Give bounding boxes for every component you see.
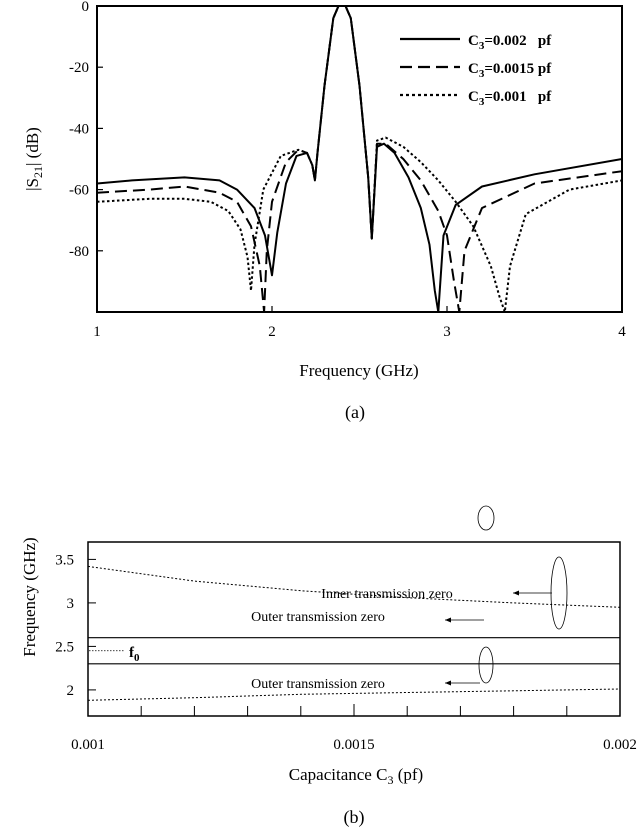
series-line-3 [97,6,622,312]
x-tick-label: 0.0015 [333,737,374,753]
chart-b-y-axis-label: Frequency (GHz) [20,537,39,656]
x-tick-label: 4 [618,324,626,340]
y-tick-label: 2 [67,683,75,699]
chart-b-series [88,565,620,701]
y-tick-label: 0 [82,0,90,15]
chart-a-x-axis-label: Frequency (GHz) [299,361,418,380]
annotation-inner: Inner transmission zero [321,556,568,630]
annotation-f0: f0 [89,645,140,664]
chart-a-legend: C3=0.002 pf C3=0.0015 pf C3=0.001 pf [400,33,552,108]
annotation-outer-upper: Outer transmission zero [251,505,495,625]
chart-b-x-axis-label: Capacitance C3 (pf) [289,765,423,787]
series-line-1 [97,6,622,312]
x-tick-label: 1 [93,324,101,340]
svg-text:Outer transmission zero: Outer transmission zero [251,610,385,625]
zero-line-1 [88,565,620,608]
chart-b: 3.5 3 2.5 2 0.001 0.0015 0.002 Outer transmis… [20,505,637,828]
annotation-outer-lower: Outer transmission zero [251,646,494,692]
series-line-2 [97,6,622,312]
svg-text:Inner transmission zero: Inner transmission zero [321,587,452,602]
chart-b-y-ticks: 3.5 3 2.5 2 [55,552,96,699]
chart-a-x-ticks: 1 2 3 4 [93,306,626,340]
y-tick-label: 3.5 [55,552,74,568]
chart-a-y-ticks: 0 -20 -40 -60 -80 [69,0,103,260]
legend-entry-1: C3=0.002 pf [400,33,552,52]
y-tick-label: 2.5 [55,639,74,655]
svg-text:Outer transmission zero: Outer transmission zero [251,677,385,692]
svg-text:C3=0.0015 pf: C3=0.0015 pf [468,61,552,80]
y-tick-label: -60 [69,183,89,199]
svg-text:f0: f0 [129,645,140,664]
chart-a-series [97,6,622,312]
y-tick-label: -80 [69,244,89,260]
legend-entry-3: C3=0.001 pf [400,89,552,108]
x-tick-label: 0.001 [71,737,105,753]
chart-a-frame [96,5,623,313]
chart-b-caption: (b) [344,807,365,828]
chart-a-caption: (a) [345,402,365,423]
y-tick-label: -20 [69,60,89,76]
svg-text:C3=0.002 pf: C3=0.002 pf [468,33,552,52]
y-tick-label: -40 [69,121,89,137]
svg-text:C3=0.001 pf: C3=0.001 pf [468,89,552,108]
chart-b-x-ticks: 0.001 0.0015 0.002 [71,704,637,753]
legend-entry-2: C3=0.0015 pf [400,61,552,80]
y-tick-label: 3 [67,596,75,612]
chart-a-y-axis-label: |S21| (dB) [23,127,45,191]
zero-line-4 [88,688,620,701]
x-tick-label: 3 [443,324,451,340]
x-tick-label: 0.002 [603,737,637,753]
chart-a: 0 -20 -40 -60 -80 1 2 3 4 |S21| (dB) Frequency … [23,0,626,423]
x-tick-label: 2 [268,324,276,340]
